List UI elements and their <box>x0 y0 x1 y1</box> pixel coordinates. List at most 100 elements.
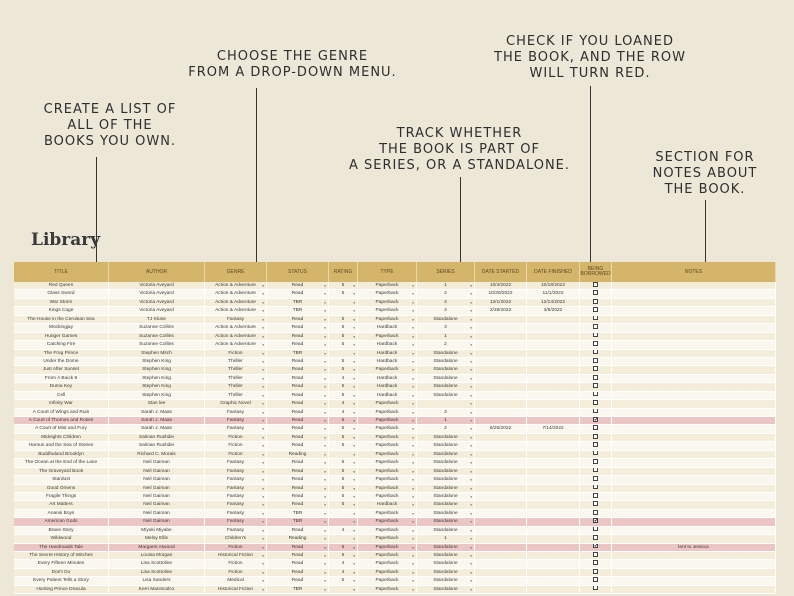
cell-status-dropdown[interactable]: Read <box>267 577 329 586</box>
cell-rating-dropdown[interactable]: 5 <box>329 577 358 586</box>
cell-date-started[interactable] <box>475 501 527 510</box>
cell-date-finished[interactable] <box>527 526 580 536</box>
cell-series-dropdown[interactable]: 1 <box>417 417 475 426</box>
cell-series-dropdown[interactable]: Standalone <box>417 383 475 392</box>
cell-series-dropdown[interactable]: Standalone <box>417 560 475 569</box>
cell-date-started[interactable] <box>475 492 527 502</box>
cell-status-dropdown[interactable]: Reading <box>267 450 329 460</box>
cell-rating-dropdown[interactable]: 4 <box>329 400 358 409</box>
borrowed-checkbox[interactable] <box>593 391 598 397</box>
cell-author[interactable]: Victoria Aveyard <box>109 307 205 316</box>
cell-title[interactable]: From A Buick 8 <box>14 374 109 384</box>
cell-title[interactable]: Hunger Games <box>14 332 109 342</box>
cell-type-dropdown[interactable]: Paperback <box>358 298 417 308</box>
cell-rating-dropdown[interactable] <box>329 307 358 316</box>
cell-status-dropdown[interactable]: Read <box>267 543 329 552</box>
cell-series-dropdown[interactable]: Standalone <box>417 509 475 519</box>
cell-title[interactable]: Buddhaland Brooklyn <box>14 450 109 460</box>
cell-notes[interactable] <box>612 560 776 569</box>
cell-date-started[interactable] <box>475 442 527 451</box>
borrowed-checkbox[interactable] <box>593 577 598 583</box>
cell-title[interactable]: Mockingjay <box>14 324 109 333</box>
cell-date-finished[interactable] <box>527 433 580 443</box>
cell-notes[interactable] <box>612 450 776 460</box>
borrowed-checkbox[interactable] <box>593 307 598 313</box>
cell-type-dropdown[interactable]: Hardback <box>358 324 417 333</box>
cell-status-dropdown[interactable]: Read <box>267 324 329 333</box>
cell-title[interactable]: American Gods <box>14 518 109 527</box>
cell-type-dropdown[interactable]: Hardback <box>358 391 417 401</box>
cell-type-dropdown[interactable]: Paperback <box>358 433 417 443</box>
table-row[interactable]: Catching Fire Suzanne Collins Action & Adv… <box>14 341 776 350</box>
cell-type-dropdown[interactable]: Paperback <box>358 560 417 569</box>
cell-title[interactable]: Infinity War <box>14 400 109 409</box>
cell-title[interactable]: Every Fifteen Minutes <box>14 560 109 569</box>
borrowed-checkbox[interactable] <box>593 568 598 574</box>
table-row[interactable]: Glass Sword Victoria Aveyard Action & Adve… <box>14 290 776 299</box>
cell-author[interactable]: Meloy Ellis <box>109 535 205 544</box>
cell-genre-dropdown[interactable]: Fiction <box>205 442 267 451</box>
cell-status-dropdown[interactable]: Read <box>267 425 329 434</box>
cell-type-dropdown[interactable]: Paperback <box>358 552 417 561</box>
cell-date-started[interactable]: 2/28/2022 <box>475 307 527 316</box>
cell-date-finished[interactable] <box>527 408 580 417</box>
cell-status-dropdown[interactable]: Read <box>267 332 329 342</box>
cell-author[interactable]: Neil Gaiman <box>109 476 205 485</box>
cell-author[interactable]: Stephen King <box>109 383 205 392</box>
cell-rating-dropdown[interactable]: 5 <box>329 492 358 502</box>
cell-series-dropdown[interactable]: Standalone <box>417 349 475 358</box>
cell-date-finished[interactable] <box>527 568 580 578</box>
cell-author[interactable]: Victoria Aveyard <box>109 298 205 308</box>
cell-genre-dropdown[interactable]: Fantasy <box>205 492 267 502</box>
cell-date-started[interactable] <box>475 324 527 333</box>
cell-title[interactable]: Kings Cage <box>14 307 109 316</box>
cell-status-dropdown[interactable]: Read <box>267 501 329 510</box>
cell-series-dropdown[interactable]: 3 <box>417 408 475 417</box>
cell-author[interactable]: Neil Gaiman <box>109 459 205 468</box>
cell-type-dropdown[interactable]: Hardback <box>358 349 417 358</box>
cell-notes[interactable] <box>612 400 776 409</box>
cell-date-finished[interactable]: 7/14/2022 <box>527 425 580 434</box>
cell-genre-dropdown[interactable]: Fantasy <box>205 501 267 510</box>
cell-status-dropdown[interactable]: Read <box>267 374 329 384</box>
cell-author[interactable]: Sarah J. Maas <box>109 425 205 434</box>
cell-status-dropdown[interactable]: TBR <box>267 518 329 527</box>
cell-date-started[interactable] <box>475 366 527 375</box>
cell-type-dropdown[interactable]: Paperback <box>358 543 417 552</box>
cell-author[interactable]: Neil Gaiman <box>109 509 205 519</box>
cell-notes[interactable] <box>612 290 776 299</box>
borrowed-checkbox[interactable] <box>593 290 598 296</box>
cell-title[interactable]: Duma Key <box>14 383 109 392</box>
cell-status-dropdown[interactable]: Read <box>267 408 329 417</box>
cell-date-started[interactable] <box>475 459 527 468</box>
cell-rating-dropdown[interactable]: 5 <box>329 391 358 401</box>
table-row[interactable]: Kings Cage Victoria Aveyard Action & Adven… <box>14 307 776 316</box>
borrowed-checkbox[interactable]: ✔ <box>593 543 599 550</box>
cell-genre-dropdown[interactable]: Fiction <box>205 543 267 552</box>
cell-rating-dropdown[interactable]: 5 <box>329 442 358 451</box>
table-row[interactable]: The Ocean at the End of the Lane Neil Gai… <box>14 459 776 468</box>
cell-rating-dropdown[interactable]: 5 <box>329 315 358 325</box>
cell-series-dropdown[interactable]: Standalone <box>417 459 475 468</box>
cell-date-started[interactable] <box>475 357 527 367</box>
cell-date-started[interactable] <box>475 476 527 485</box>
cell-series-dropdown[interactable]: 2 <box>417 341 475 350</box>
cell-notes[interactable] <box>612 307 776 316</box>
cell-title[interactable]: The Graveyard Book <box>14 467 109 477</box>
borrowed-checkbox[interactable] <box>593 484 598 490</box>
cell-notes[interactable] <box>612 425 776 434</box>
cell-date-started[interactable] <box>475 467 527 477</box>
cell-rating-dropdown[interactable]: 5 <box>329 417 358 426</box>
cell-series-dropdown[interactable]: 1 <box>417 282 475 291</box>
cell-date-finished[interactable] <box>527 315 580 325</box>
borrowed-checkbox[interactable] <box>593 467 598 473</box>
cell-type-dropdown[interactable]: Hardback <box>358 357 417 367</box>
cell-notes[interactable] <box>612 357 776 367</box>
cell-genre-dropdown[interactable]: Fantasy <box>205 518 267 527</box>
cell-title[interactable]: A Court of Wings and Ruin <box>14 408 109 417</box>
cell-status-dropdown[interactable]: Read <box>267 383 329 392</box>
